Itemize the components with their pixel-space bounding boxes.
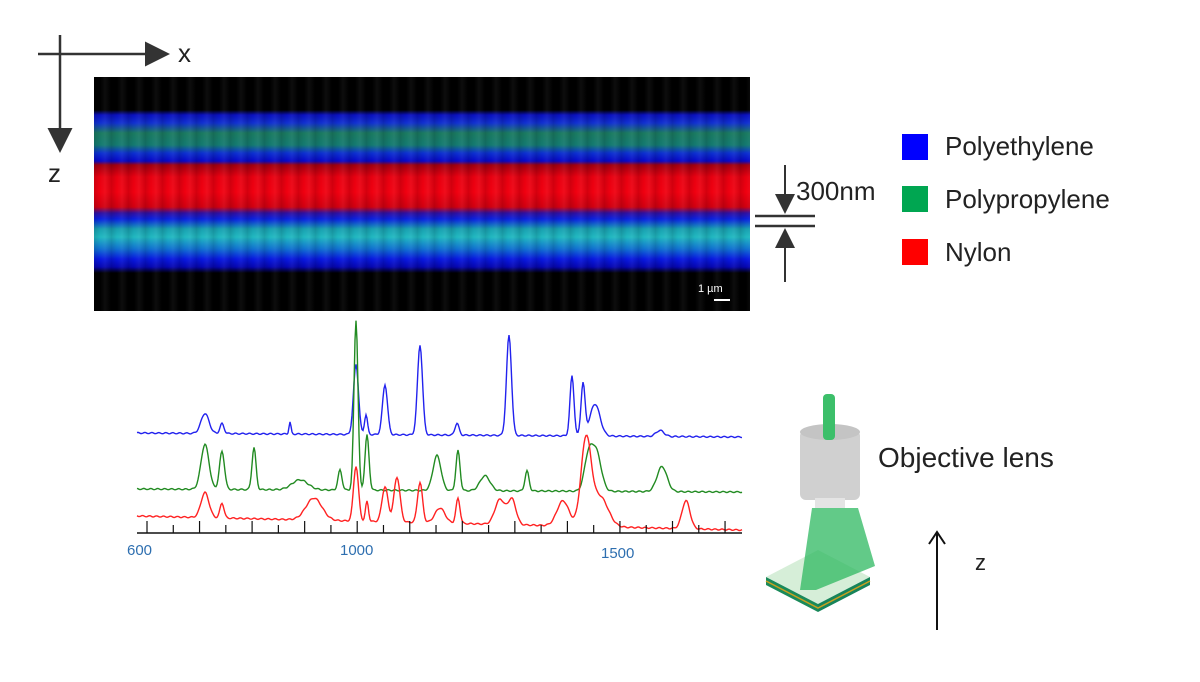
objective-z-label: z	[975, 550, 986, 575]
objective-lens-label: Objective lens	[878, 442, 1054, 473]
scale-bar-label: 1 µm	[698, 283, 723, 295]
legend-label: Polypropylene	[945, 184, 1110, 214]
spectrum-nylon	[136, 434, 743, 532]
legend-label: Polyethylene	[945, 131, 1094, 161]
tick-label: 1500	[601, 545, 635, 562]
scale-bar	[714, 299, 730, 301]
raman-depth-image: 1 µm	[94, 77, 750, 311]
spectrum-polypropylene	[136, 320, 743, 494]
legend-swatch-polypropylene	[902, 186, 928, 212]
xz-axes	[38, 35, 170, 153]
thickness-marker	[755, 165, 815, 282]
raman-spectra	[136, 320, 743, 534]
legend-swatch-polyethylene	[902, 134, 928, 160]
tick-label: 600	[127, 542, 153, 559]
x-axis-label: x	[178, 38, 191, 68]
spectrum-polyethylene	[136, 335, 743, 439]
legend-swatch-nylon	[902, 239, 928, 265]
thickness-label: 300nm	[796, 176, 876, 206]
legend-label: Nylon	[945, 237, 1012, 267]
tick-label: 1000	[340, 542, 374, 559]
objective-lens-illustration	[765, 394, 875, 612]
z-up-arrow	[928, 530, 946, 630]
z-axis-label: z	[48, 158, 61, 188]
laser-beam	[800, 508, 875, 590]
